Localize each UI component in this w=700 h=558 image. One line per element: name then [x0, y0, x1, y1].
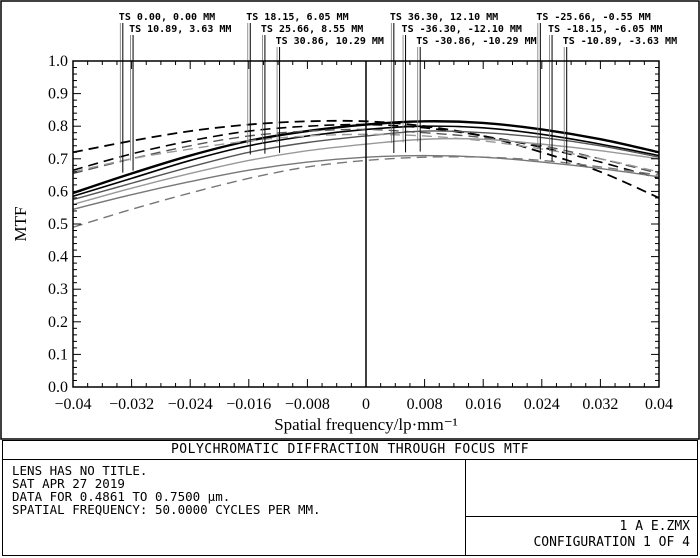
x-tick-label: −0.008 — [285, 396, 330, 413]
y-tick-label: 0.4 — [48, 249, 68, 266]
y-tick-label: 0.9 — [48, 86, 68, 103]
info-line-wavelength: DATA FOR 0.4861 TO 0.7500 µm. — [12, 489, 231, 504]
y-tick-label: 0.8 — [48, 118, 68, 135]
y-tick-label: 0.6 — [48, 183, 68, 200]
file-panel-divider — [465, 516, 698, 517]
x-tick-label: −0.024 — [168, 396, 213, 413]
field-marker-label: TS 18.15, 6.05 MM — [246, 12, 348, 23]
x-tick-label: 0.024 — [524, 396, 560, 413]
y-tick-label: 1.0 — [48, 53, 68, 70]
x-axis-title: Spatial frequency/lp·mm⁻¹ — [274, 415, 458, 434]
y-tick-label: 0.1 — [48, 346, 68, 363]
info-title: POLYCHROMATIC DIFFRACTION THROUGH FOCUS … — [170, 442, 530, 457]
configuration-label: CONFIGURATION 1 OF 4 — [533, 535, 690, 550]
field-marker-label: TS 0.00, 0.00 MM — [119, 12, 215, 23]
x-tick-label: 0.032 — [582, 396, 618, 413]
info-line-lens: LENS HAS NO TITLE. — [12, 463, 148, 478]
y-tick-label: 0.0 — [48, 379, 68, 396]
field-marker-label: TS -36.30, -12.10 MM — [402, 24, 522, 35]
mtf-series-10 — [72, 156, 660, 228]
y-tick-label: 0.2 — [48, 314, 68, 331]
x-tick-label: 0.04 — [645, 396, 673, 413]
info-line-date: SAT APR 27 2019 — [12, 476, 125, 491]
tick-labels: −0.04 −0.032 −0.024 −0.016 −0.008 0 0.008 0.016… — [48, 53, 673, 413]
field-marker-label: TS 36.30, 12.10 MM — [390, 12, 498, 23]
field-marker-label: TS 30.86, 10.29 MM — [276, 36, 384, 47]
y-tick-label: 0.3 — [48, 281, 68, 298]
y-tick-label: 0.7 — [48, 151, 68, 168]
field-marker-label: TS 25.66, 8.55 MM — [261, 24, 363, 35]
x-tick-label: 0 — [362, 396, 370, 413]
info-lines: LENS HAS NO TITLE. SAT APR 27 2019 DATA … — [12, 464, 462, 516]
field-marker-label: TS 10.89, 3.63 MM — [129, 24, 231, 35]
outer-frame — [0, 0, 700, 440]
x-tick-label: 0.016 — [465, 396, 501, 413]
y-axis-title: MTF — [11, 207, 30, 242]
field-marker-label: TS -30.86, -10.29 MM — [416, 36, 536, 47]
info-panel — [2, 440, 698, 556]
field-marker-label: TS -10.89, -3.63 MM — [563, 36, 677, 47]
info-line-frequency: SPATIAL FREQUENCY: 50.0000 CYCLES PER MM… — [12, 502, 321, 517]
field-marker-label: TS -18.15, -6.05 MM — [548, 24, 662, 35]
file-name: 1 A E.ZMX — [619, 519, 690, 534]
x-tick-label: 0.008 — [407, 396, 443, 413]
info-title-bar: POLYCHROMATIC DIFFRACTION THROUGH FOCUS … — [2, 440, 698, 460]
file-panel — [465, 459, 698, 556]
x-tick-label: −0.016 — [226, 396, 271, 413]
axis-ticks — [72, 60, 660, 388]
y-tick-label: 0.5 — [48, 216, 68, 233]
field-marker-label: TS -25.66, -0.55 MM — [536, 12, 650, 23]
x-tick-label: −0.032 — [109, 396, 154, 413]
x-tick-label: −0.04 — [54, 396, 91, 413]
